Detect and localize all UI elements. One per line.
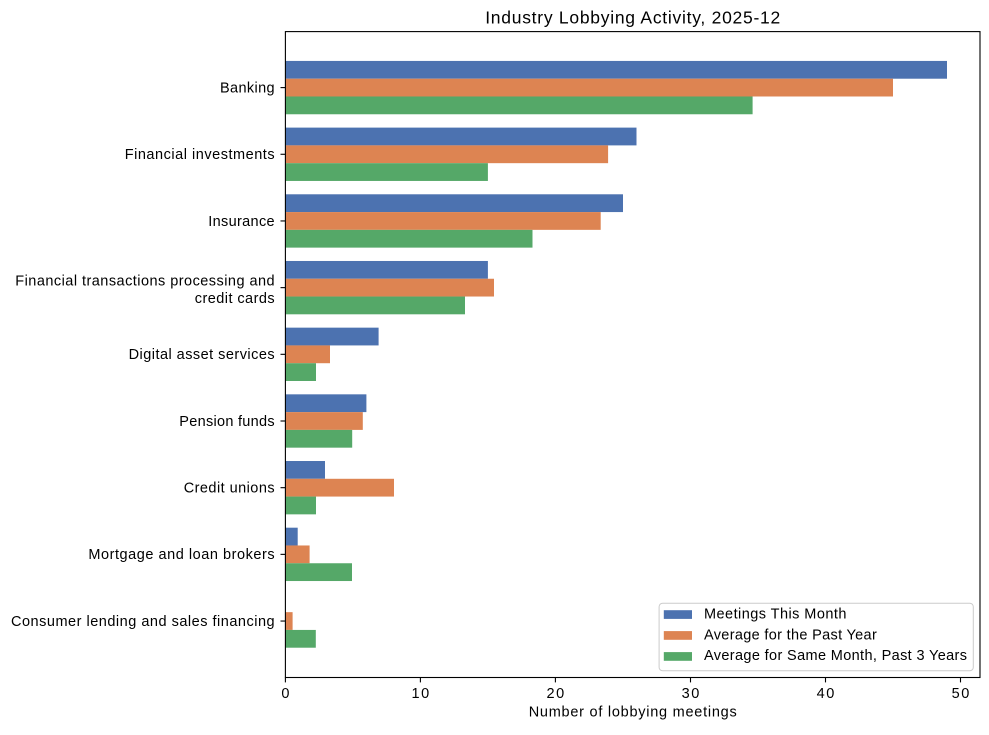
svg-text:40: 40 [817, 686, 835, 702]
svg-text:Number of lobbying meetings: Number of lobbying meetings [529, 705, 737, 721]
svg-text:Mortgage and loan brokers: Mortgage and loan brokers [88, 547, 274, 563]
svg-text:Insurance: Insurance [208, 214, 274, 230]
svg-text:credit cards: credit cards [195, 291, 275, 307]
svg-text:Meetings This Month: Meetings This Month [704, 606, 846, 622]
svg-text:Financial transactions process: Financial transactions processing and [15, 274, 274, 290]
svg-text:50: 50 [952, 686, 970, 702]
svg-text:Industry Lobbying Activity, 20: Industry Lobbying Activity, 2025-12 [485, 7, 780, 27]
svg-text:Credit unions: Credit unions [184, 481, 275, 497]
svg-text:Pension funds: Pension funds [179, 414, 274, 430]
svg-text:20: 20 [547, 686, 565, 702]
svg-text:0: 0 [281, 686, 289, 702]
svg-text:Banking: Banking [220, 80, 275, 96]
svg-text:Financial investments: Financial investments [125, 147, 275, 163]
svg-text:Average for Same Month, Past 3: Average for Same Month, Past 3 Years [704, 648, 967, 664]
svg-text:Digital asset services: Digital asset services [129, 347, 275, 363]
svg-text:Average for the Past Year: Average for the Past Year [704, 627, 877, 643]
svg-text:10: 10 [412, 686, 430, 702]
svg-text:Consumer lending and sales fin: Consumer lending and sales financing [11, 614, 275, 630]
svg-text:30: 30 [682, 686, 700, 702]
